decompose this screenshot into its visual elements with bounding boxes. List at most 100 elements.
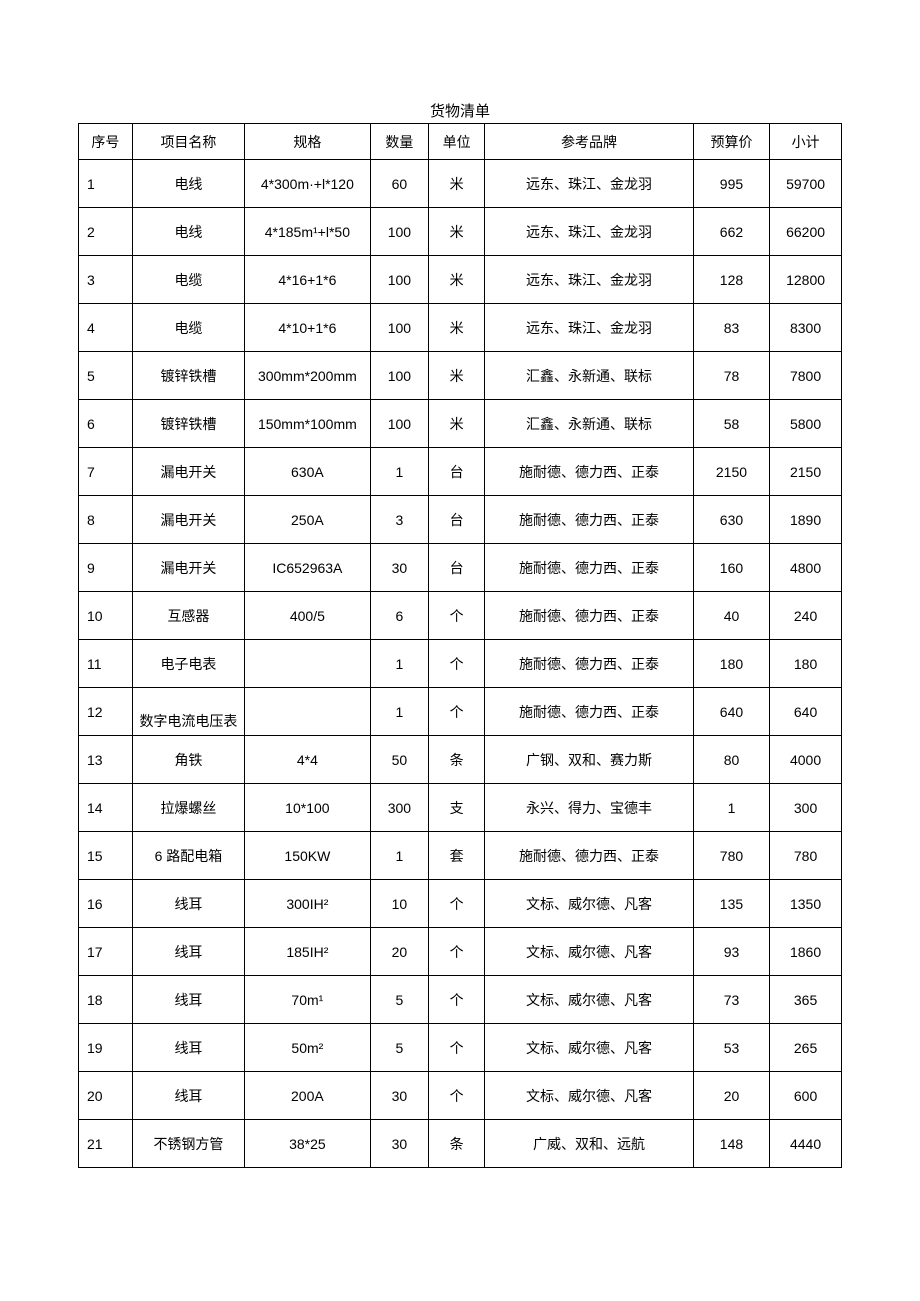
cell-spec: 185IH² — [245, 928, 371, 976]
cell-qty: 100 — [370, 352, 428, 400]
cell-subtotal: 1350 — [770, 880, 842, 928]
cell-seq: 1 — [79, 160, 133, 208]
cell-name: 漏电开关 — [132, 496, 244, 544]
col-qty: 数量 — [370, 124, 428, 160]
cell-unit: 条 — [429, 736, 485, 784]
cell-subtotal: 240 — [770, 592, 842, 640]
cell-subtotal: 12800 — [770, 256, 842, 304]
cell-qty: 60 — [370, 160, 428, 208]
cell-unit: 米 — [429, 160, 485, 208]
cell-spec: 50m² — [245, 1024, 371, 1072]
cell-qty: 10 — [370, 880, 428, 928]
cell-seq: 3 — [79, 256, 133, 304]
cell-spec: 630A — [245, 448, 371, 496]
table-row: 16线耳300IH²10个文标、威尔德、凡客1351350 — [79, 880, 842, 928]
cell-subtotal: 365 — [770, 976, 842, 1024]
cell-unit: 米 — [429, 352, 485, 400]
cell-name: 拉爆螺丝 — [132, 784, 244, 832]
cell-subtotal: 780 — [770, 832, 842, 880]
cell-name: 不锈钢方管 — [132, 1120, 244, 1168]
cell-price: 83 — [693, 304, 769, 352]
cell-qty: 30 — [370, 1120, 428, 1168]
cell-spec: IC652963A — [245, 544, 371, 592]
cell-name: 线耳 — [132, 928, 244, 976]
cell-unit: 米 — [429, 256, 485, 304]
cell-subtotal: 4800 — [770, 544, 842, 592]
cell-subtotal: 66200 — [770, 208, 842, 256]
cell-price: 148 — [693, 1120, 769, 1168]
table-row: 19线耳50m²5个文标、威尔德、凡客53265 — [79, 1024, 842, 1072]
cell-spec: 300mm*200mm — [245, 352, 371, 400]
cell-qty: 100 — [370, 400, 428, 448]
cell-unit: 台 — [429, 544, 485, 592]
col-brand: 参考品牌 — [485, 124, 694, 160]
cell-seq: 4 — [79, 304, 133, 352]
cell-brand: 文标、威尔德、凡客 — [485, 1024, 694, 1072]
cell-qty: 20 — [370, 928, 428, 976]
cell-unit: 个 — [429, 1024, 485, 1072]
cell-brand: 施耐德、德力西、正泰 — [485, 448, 694, 496]
cell-subtotal: 600 — [770, 1072, 842, 1120]
cell-seq: 17 — [79, 928, 133, 976]
cell-subtotal: 1890 — [770, 496, 842, 544]
cell-unit: 个 — [429, 1072, 485, 1120]
cell-qty: 6 — [370, 592, 428, 640]
cell-price: 662 — [693, 208, 769, 256]
cell-qty: 1 — [370, 688, 428, 736]
cell-name: 线耳 — [132, 1024, 244, 1072]
cell-subtotal: 1860 — [770, 928, 842, 976]
cell-subtotal: 59700 — [770, 160, 842, 208]
cell-spec: 400/5 — [245, 592, 371, 640]
cell-seq: 19 — [79, 1024, 133, 1072]
cell-unit: 米 — [429, 400, 485, 448]
cell-spec — [245, 688, 371, 736]
table-row: 10互感器400/56个施耐德、德力西、正泰40240 — [79, 592, 842, 640]
cell-name: 电子电表 — [132, 640, 244, 688]
table-row: 8漏电开关250A3台施耐德、德力西、正泰6301890 — [79, 496, 842, 544]
col-unit: 单位 — [429, 124, 485, 160]
cell-seq: 8 — [79, 496, 133, 544]
cell-qty: 30 — [370, 1072, 428, 1120]
cell-unit: 个 — [429, 976, 485, 1024]
cell-qty: 100 — [370, 256, 428, 304]
cell-spec: 4*185m¹+l*50 — [245, 208, 371, 256]
cell-seq: 9 — [79, 544, 133, 592]
table-row: 14拉爆螺丝10*100300支永兴、得力、宝德丰1300 — [79, 784, 842, 832]
cell-qty: 1 — [370, 832, 428, 880]
cell-unit: 个 — [429, 880, 485, 928]
cell-brand: 施耐德、德力西、正泰 — [485, 832, 694, 880]
cell-price: 630 — [693, 496, 769, 544]
table-row: 21不锈钢方管38*2530条广威、双和、远航1484440 — [79, 1120, 842, 1168]
cell-price: 40 — [693, 592, 769, 640]
cell-spec: 150mm*100mm — [245, 400, 371, 448]
cell-subtotal: 5800 — [770, 400, 842, 448]
col-seq: 序号 — [79, 124, 133, 160]
table-row: 4电缆4*10+1*6100米远东、珠江、金龙羽838300 — [79, 304, 842, 352]
cell-seq: 15 — [79, 832, 133, 880]
cell-price: 2150 — [693, 448, 769, 496]
cell-unit: 米 — [429, 208, 485, 256]
cell-name: 线耳 — [132, 976, 244, 1024]
cell-unit: 条 — [429, 1120, 485, 1168]
cell-subtotal: 7800 — [770, 352, 842, 400]
cell-subtotal: 2150 — [770, 448, 842, 496]
cell-seq: 16 — [79, 880, 133, 928]
cell-brand: 远东、珠江、金龙羽 — [485, 208, 694, 256]
cell-brand: 文标、威尔德、凡客 — [485, 880, 694, 928]
cell-brand: 汇鑫、永新通、联标 — [485, 352, 694, 400]
cell-subtotal: 640 — [770, 688, 842, 736]
cell-name: 漏电开关 — [132, 448, 244, 496]
table-row: 1电线4*300m·+l*12060米远东、珠江、金龙羽99559700 — [79, 160, 842, 208]
col-price: 预算价 — [693, 124, 769, 160]
page-title: 货物清单 — [78, 100, 842, 121]
cell-qty: 1 — [370, 448, 428, 496]
cell-subtotal: 265 — [770, 1024, 842, 1072]
cell-qty: 30 — [370, 544, 428, 592]
cell-seq: 13 — [79, 736, 133, 784]
cell-unit: 支 — [429, 784, 485, 832]
col-name: 项目名称 — [132, 124, 244, 160]
cell-qty: 1 — [370, 640, 428, 688]
cell-qty: 5 — [370, 976, 428, 1024]
cell-brand: 施耐德、德力西、正泰 — [485, 592, 694, 640]
cell-spec: 70m¹ — [245, 976, 371, 1024]
